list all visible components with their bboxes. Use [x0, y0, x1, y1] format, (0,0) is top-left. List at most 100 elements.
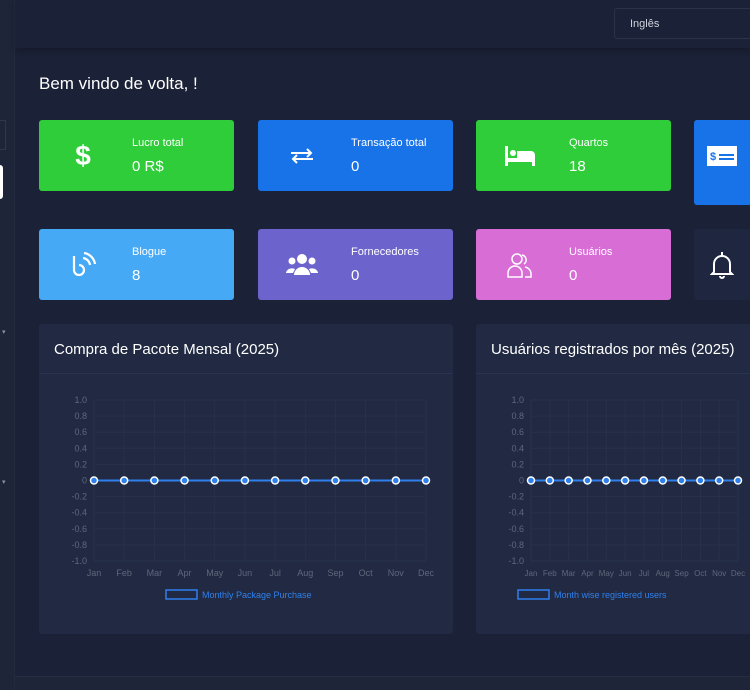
- chart-title: Compra de Pacote Mensal (2025): [54, 341, 280, 358]
- data-point: [714, 476, 724, 485]
- y-tick-label: 1.0: [74, 395, 87, 405]
- stat-label: Fornecedores: [351, 246, 419, 258]
- stat-label: Lucro total: [132, 137, 184, 149]
- x-tick-label: Sep: [674, 569, 689, 578]
- y-tick-label: 0.2: [74, 459, 87, 469]
- data-point: [89, 476, 99, 485]
- stat-card[interactable]: Quartos 18: [476, 120, 671, 191]
- data-point: [180, 476, 189, 485]
- data-point: [602, 476, 611, 485]
- x-tick-label: Jan: [525, 569, 538, 578]
- top-header: Inglês: [15, 0, 750, 48]
- data-point: [150, 476, 159, 485]
- x-tick-label: Sep: [327, 568, 343, 578]
- stat-value: 18: [569, 158, 586, 175]
- x-tick-label: Feb: [116, 568, 132, 578]
- stat-card[interactable]: Transação total 0: [258, 120, 453, 191]
- y-tick-label: -0.8: [508, 540, 524, 550]
- x-tick-label: Jul: [639, 569, 649, 578]
- y-tick-label: 0.4: [74, 443, 87, 453]
- caret-icon[interactable]: ▾: [2, 479, 6, 486]
- x-tick-label: Mar: [562, 569, 576, 578]
- y-tick-label: -1.0: [508, 556, 524, 566]
- y-tick-label: -0.8: [71, 540, 87, 550]
- data-point: [391, 476, 401, 485]
- stat-label: Transação total: [351, 137, 427, 149]
- data-point: [526, 476, 536, 485]
- x-tick-label: Jun: [238, 568, 253, 578]
- sidebar-search[interactable]: [0, 120, 6, 150]
- y-tick-label: -0.4: [508, 508, 524, 518]
- data-point: [361, 476, 370, 485]
- y-tick-label: -0.2: [71, 492, 87, 502]
- stat-label: Blogue: [132, 246, 167, 258]
- legend-label: Monthly Package Purchase: [202, 590, 312, 600]
- stat-card[interactable]: Usuários 0: [476, 229, 671, 300]
- x-tick-label: Oct: [359, 568, 374, 578]
- data-point: [696, 476, 705, 485]
- data-point: [545, 476, 555, 485]
- y-tick-label: 0.8: [74, 411, 87, 421]
- data-point: [733, 476, 743, 485]
- blog-icon: [67, 249, 99, 281]
- bed-icon: [504, 140, 536, 172]
- stat-value: 0: [351, 267, 360, 284]
- x-tick-label: Aug: [656, 569, 670, 578]
- y-tick-label: 0.2: [511, 459, 524, 469]
- users-group-icon: [286, 249, 318, 281]
- data-point: [270, 476, 280, 485]
- x-tick-label: Mar: [147, 568, 163, 578]
- language-select[interactable]: Inglês: [614, 8, 750, 39]
- y-tick-label: -0.6: [71, 524, 87, 534]
- chart-panel-users: Usuários registrados por mês (2025) 1.0 0…: [476, 324, 750, 634]
- y-tick-label: 0: [519, 476, 524, 486]
- x-tick-label: Oct: [694, 569, 707, 578]
- x-tick-label: Dec: [731, 569, 745, 578]
- x-tick-label: May: [599, 569, 614, 578]
- x-tick-label: Dec: [418, 568, 435, 578]
- x-tick-label: Apr: [178, 568, 192, 578]
- y-tick-label: 0.8: [511, 411, 524, 421]
- x-tick-label: Jul: [269, 568, 281, 578]
- svg-text:$: $: [710, 151, 716, 163]
- data-point: [564, 476, 573, 485]
- transfer-arrows-icon: [286, 140, 318, 172]
- data-point: [583, 476, 592, 485]
- money-check-icon: $: [706, 140, 738, 172]
- stat-label: Quartos: [569, 137, 609, 149]
- y-tick-label: -0.6: [508, 524, 524, 534]
- sidebar: ▾ ▾: [0, 0, 15, 690]
- caret-icon[interactable]: ▾: [2, 329, 6, 336]
- data-point: [421, 476, 431, 485]
- x-tick-label: May: [206, 568, 224, 578]
- stat-card[interactable]: $: [694, 120, 750, 205]
- data-point: [658, 476, 667, 485]
- y-tick-label: 0.6: [74, 427, 87, 437]
- data-point: [210, 476, 219, 485]
- chart-title: Usuários registrados por mês (2025): [491, 341, 735, 358]
- chart-panel-packages: Compra de Pacote Mensal (2025) 1.0 0.8 0.6…: [39, 324, 453, 634]
- stat-card[interactable]: Blogue 8: [39, 229, 234, 300]
- stat-value: 8: [132, 267, 141, 284]
- y-tick-label: 1.0: [511, 395, 524, 405]
- stat-card[interactable]: Fornecedores 0: [258, 229, 453, 300]
- y-tick-label: -0.4: [71, 508, 87, 518]
- legend-label: Month wise registered users: [554, 590, 667, 600]
- legend-swatch: [517, 589, 550, 600]
- footer: [15, 676, 750, 690]
- x-tick-label: Nov: [388, 568, 405, 578]
- x-tick-label: Jun: [619, 569, 632, 578]
- data-point: [240, 476, 250, 485]
- stat-card[interactable]: $ Lucro total 0 R$: [39, 120, 234, 191]
- x-tick-label: Jan: [87, 568, 102, 578]
- y-tick-label: -1.0: [71, 556, 87, 566]
- data-point: [677, 476, 686, 485]
- stat-card[interactable]: [694, 229, 750, 300]
- legend-swatch: [165, 589, 198, 600]
- data-point: [639, 476, 649, 485]
- dollar-icon: $: [75, 140, 91, 171]
- sidebar-active-item[interactable]: [0, 165, 3, 199]
- stat-value: 0 R$: [132, 158, 164, 175]
